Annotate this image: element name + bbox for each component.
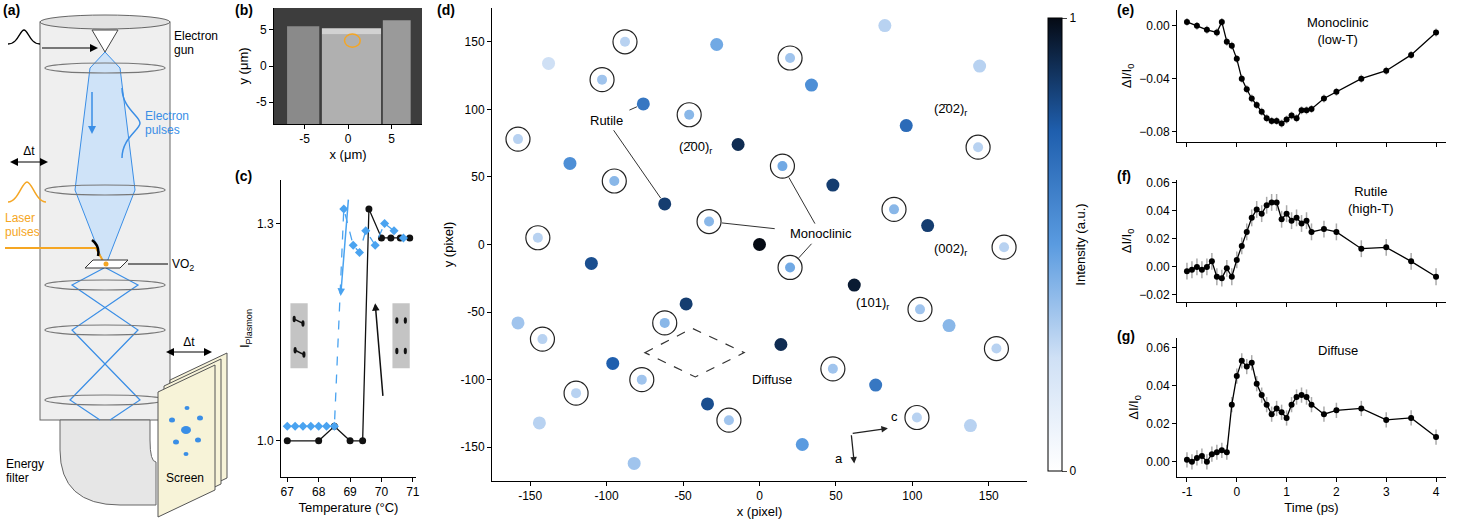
svg-text:3: 3 [1383,485,1390,499]
svg-text:−0.08: −0.08 [1139,125,1170,139]
html-text:(c): (c) [235,168,253,184]
svg-text:0: 0 [1069,464,1076,478]
svg-text:(101)​r​: (101)​r​ [856,295,889,312]
svg-text:y (pixel): y (pixel) [441,222,456,268]
svg-text:ΔI/I​0​: ΔI/I​0​ [1119,64,1136,89]
svg-text:0.04: 0.04 [1146,379,1170,393]
svg-text:0: 0 [260,59,267,73]
svg-text:Temperature (°C): Temperature (°C) [299,500,399,515]
svg-text:0.06: 0.06 [1146,341,1170,355]
svg-text:67: 67 [281,485,295,499]
svg-text:-1: -1 [1182,485,1193,499]
svg-text:1: 1 [1069,11,1076,25]
svg-text:0: 0 [756,489,763,503]
html-text:(e): (e) [1117,2,1135,18]
svg-text:0: 0 [1233,485,1240,499]
svg-text:0.00: 0.00 [1146,260,1170,274]
svg-text:0: 0 [478,238,485,252]
svg-text:x (μm): x (μm) [329,147,366,162]
svg-text:Intensity (a.u.): Intensity (a.u.) [1073,203,1088,285]
svg-text:filter: filter [6,471,29,485]
svg-text:x (pixel): x (pixel) [737,504,783,519]
svg-text:0.00: 0.00 [1146,455,1170,469]
svg-text:pulses: pulses [145,123,180,137]
svg-text:50: 50 [829,489,843,503]
svg-text:-100: -100 [461,373,485,387]
svg-text:-5: -5 [256,95,267,109]
svg-text:Laser: Laser [5,211,35,225]
svg-text:-100: -100 [595,489,619,503]
svg-text:68: 68 [312,485,326,499]
svg-text:0.04: 0.04 [1146,204,1170,218]
svg-text:c: c [891,409,898,424]
html-text:(a): (a) [3,2,21,18]
svg-text:Electron: Electron [174,29,218,43]
svg-text:0.02: 0.02 [1146,232,1170,246]
svg-text:Diffuse: Diffuse [752,372,792,387]
svg-text:I​Plasmon​: I​Plasmon​ [237,309,254,348]
svg-text:5: 5 [388,132,395,146]
svg-text:100: 100 [902,489,922,503]
svg-text:a: a [835,451,843,466]
svg-text:0.06: 0.06 [1146,176,1170,190]
svg-text:-5: -5 [299,132,310,146]
svg-text:50: 50 [471,170,485,184]
svg-text:Energy: Energy [6,457,44,471]
svg-text:Δt: Δt [23,144,35,158]
svg-text:150: 150 [465,35,485,49]
html-text:(d): (d) [437,2,455,18]
svg-text:4: 4 [1433,485,1440,499]
html-text:(g): (g) [1117,328,1135,344]
svg-text:−0.04: −0.04 [1139,72,1170,86]
svg-text:100: 100 [465,103,485,117]
svg-text:Monoclinic: Monoclinic [790,226,852,241]
svg-text:Time (ps): Time (ps) [1284,500,1338,515]
svg-text:Δt: Δt [183,335,195,349]
svg-text:2: 2 [1333,485,1340,499]
svg-text:(2̄02)​r​: (2̄02)​r​ [934,101,967,118]
svg-text:71: 71 [406,485,420,499]
svg-text:Rutile(high-T): Rutile(high-T) [1348,184,1394,216]
html-text:(f): (f) [1117,168,1131,184]
svg-text:Monoclinic(low-T): Monoclinic(low-T) [1307,15,1369,47]
svg-text:VO2: VO2 [172,257,194,273]
svg-text:0.00: 0.00 [1146,19,1170,33]
svg-text:-150: -150 [461,440,485,454]
svg-text:Diffuse: Diffuse [1318,343,1358,358]
svg-text:-50: -50 [467,305,485,319]
svg-text:-150: -150 [518,489,542,503]
svg-text:(002)​r​: (002)​r​ [934,241,967,258]
svg-text:69: 69 [343,485,357,499]
svg-text:(2̄00)​r​: (2̄00)​r​ [679,139,712,156]
svg-text:y (μm): y (μm) [236,47,251,84]
svg-text:1: 1 [1283,485,1290,499]
svg-text:150: 150 [979,489,999,503]
svg-text:−0.02: −0.02 [1139,288,1170,302]
svg-text:0.02: 0.02 [1146,417,1170,431]
svg-text:1.3: 1.3 [257,217,274,231]
svg-text:1.0: 1.0 [257,434,274,448]
svg-text:-50: -50 [674,489,692,503]
svg-text:ΔI/I​0​: ΔI/I​0​ [1119,229,1136,254]
svg-text:pulses: pulses [5,225,40,239]
svg-text:gun: gun [174,43,194,57]
svg-text:Electron: Electron [145,109,189,123]
svg-text:0: 0 [345,132,352,146]
svg-text:Rutile: Rutile [590,113,623,128]
svg-text:Screen: Screen [166,471,204,485]
svg-text:70: 70 [375,485,389,499]
html-text:(b): (b) [235,2,253,18]
svg-text:ΔI/I​0​: ΔI/I​0​ [1126,395,1143,420]
svg-text:5: 5 [260,23,267,37]
